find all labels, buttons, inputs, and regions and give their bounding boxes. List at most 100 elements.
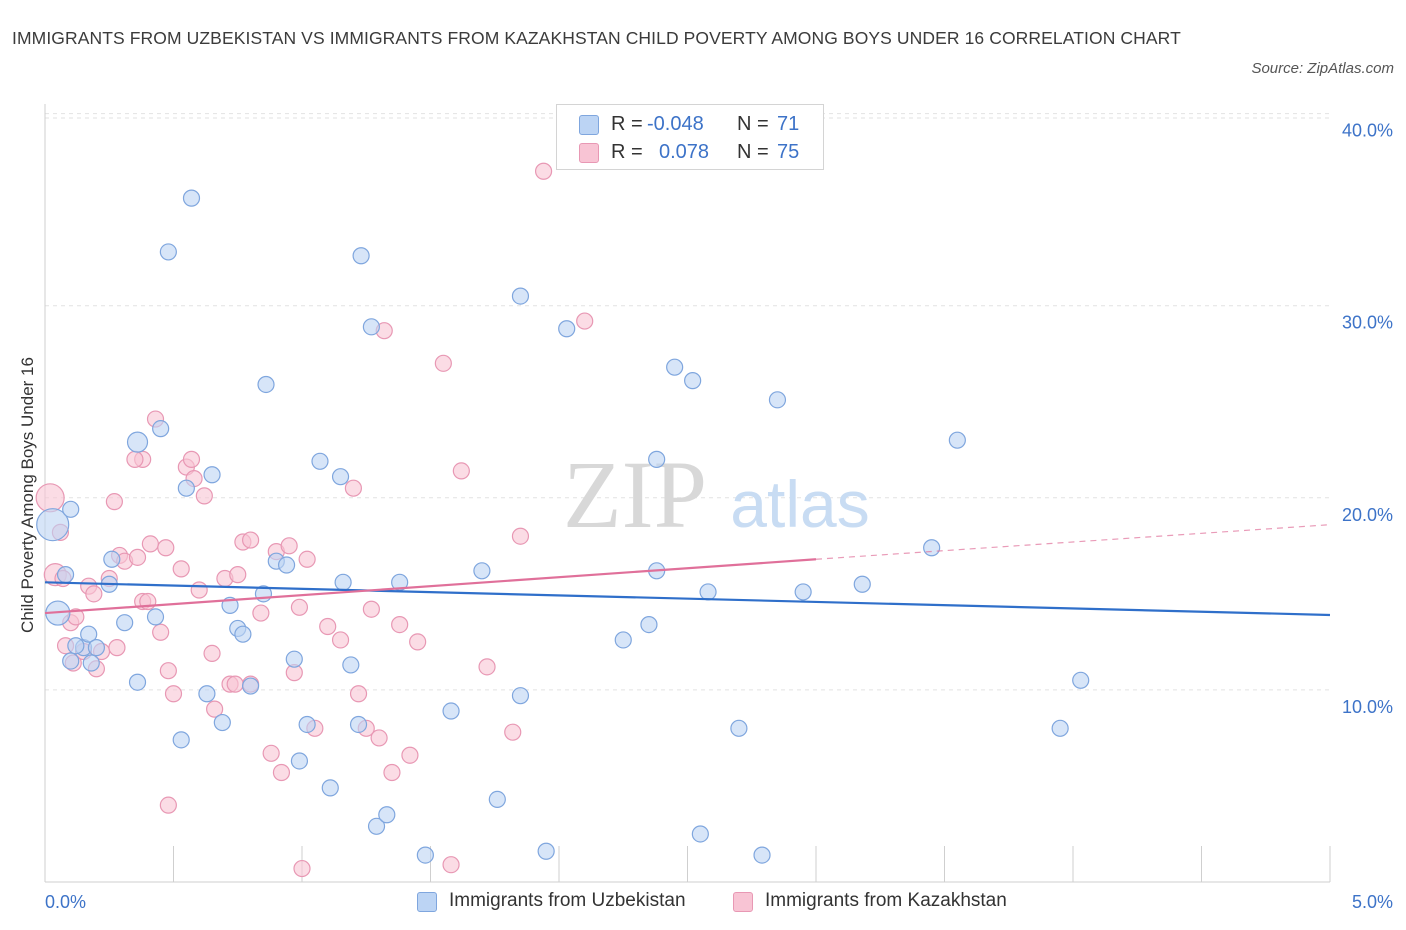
legend-n-label: N = <box>737 113 769 135</box>
kazakhstan-point <box>409 633 427 651</box>
kazakhstan-point <box>226 675 244 693</box>
uzbekistan-point <box>159 243 177 261</box>
legend-r-label: R = <box>611 141 643 163</box>
legend-n-value-uzbekistan: 71 <box>777 113 800 135</box>
legend-n-label: N = <box>737 141 769 163</box>
uzbekistan-point <box>62 500 80 518</box>
uzbekistan-point <box>285 650 303 668</box>
kazakhstan-trend-line <box>44 558 817 615</box>
y-tick-label: 30.0% <box>1342 313 1393 333</box>
kazakhstan-point <box>534 162 553 180</box>
uzbekistan-point <box>730 719 748 737</box>
kazakhstan-trend-extension <box>815 524 1331 560</box>
kazakhstan-point <box>172 560 190 578</box>
kazakhstan-point <box>362 600 380 618</box>
uzbekistan-point <box>198 685 216 703</box>
uzbekistan-point <box>331 468 350 486</box>
kazakhstan-point <box>331 631 350 649</box>
uzbekistan-point <box>126 431 149 453</box>
kazakhstan-point <box>293 859 311 878</box>
watermark: ZIP atlas <box>563 441 870 548</box>
x-tick-label-max: 5.0% <box>1352 892 1393 912</box>
uzbekistan-point <box>684 372 702 390</box>
chart-title: IMMIGRANTS FROM UZBEKISTAN VS IMMIGRANTS… <box>12 28 1181 48</box>
kazakhstan-point <box>370 729 388 747</box>
kazakhstan-point <box>159 796 177 814</box>
uzbekistan-point <box>257 375 275 394</box>
kazakhstan-point <box>576 312 594 330</box>
kazakhstan-point <box>319 617 337 636</box>
kazakhstan-point <box>290 598 309 616</box>
uzbekistan-point <box>311 452 329 470</box>
uzbekistan-point <box>648 450 666 468</box>
x-tick-label-min: 0.0% <box>45 892 86 912</box>
kazakhstan-point <box>203 644 221 663</box>
uzbekistan-point <box>87 639 106 657</box>
uzbekistan-point <box>442 702 460 720</box>
uzbekistan-point <box>699 583 717 601</box>
watermark-atlas: atlas <box>730 467 869 541</box>
uzbekistan-point <box>103 550 121 568</box>
uzbekistan-point <box>691 825 709 843</box>
uzbekistan-point <box>213 713 231 732</box>
kazakhstan-point <box>442 856 460 874</box>
kazakhstan-point <box>182 450 201 468</box>
uzbekistan-point <box>277 556 296 574</box>
kazakhstan-point <box>252 604 270 622</box>
kazakhstan-point <box>298 550 316 568</box>
kazakhstan-point <box>190 581 208 599</box>
kazakhstan-point <box>126 450 144 468</box>
uzbekistan-point <box>923 539 941 557</box>
kazakhstan-point <box>478 658 496 676</box>
kazakhstan-point <box>108 639 126 657</box>
kazakhstan-point <box>35 483 65 513</box>
uzbekistan-point <box>62 652 80 670</box>
kazakhstan-point <box>280 537 298 555</box>
y-axis-label: Child Poverty Among Boys Under 16 <box>18 357 37 633</box>
legend-r-label: R = <box>611 113 643 135</box>
y-tick-label: 10.0% <box>1342 697 1393 717</box>
uzbekistan-point <box>342 656 360 674</box>
kazakhstan-point <box>229 566 247 584</box>
uzbekistan-point <box>367 817 386 835</box>
uzbekistan-point <box>537 842 555 860</box>
uzbekistan-point <box>298 715 316 734</box>
uzbekistan-point <box>614 631 632 649</box>
uzbekistan-point <box>234 625 252 643</box>
uzbekistan-point <box>128 673 147 691</box>
kazakhstan-point <box>195 487 213 505</box>
uzbekistan-point <box>362 318 380 336</box>
kazakhstan-point <box>344 479 362 497</box>
kazakhstan-point <box>157 539 175 557</box>
uzbekistan-trend-line <box>44 581 1331 617</box>
source-label: Source: ZipAtlas.com <box>1251 60 1394 77</box>
legend-n-value-kazakhstan: 75 <box>777 141 800 163</box>
kazakhstan-point <box>152 623 170 641</box>
uzbekistan-point <box>67 637 85 655</box>
kazakhstan-point <box>262 744 280 762</box>
uzbekistan-point <box>511 687 530 705</box>
uzbekistan-point <box>56 566 75 584</box>
uzbekistan-point <box>558 320 576 338</box>
uzbekistan-point <box>1072 671 1090 689</box>
legend-swatch-kazakhstan <box>579 143 599 163</box>
legend-r-value-uzbekistan: -0.048 <box>647 113 704 135</box>
bottom-legend-label-kazakhstan: Immigrants from Kazakhstan <box>765 890 1007 911</box>
kazakhstan-point <box>504 723 522 741</box>
kazakhstan-point <box>383 763 401 782</box>
bottom-legend-swatch-uzbekistan <box>417 892 437 912</box>
kazakhstan-point <box>206 700 224 718</box>
uzbekistan-point <box>80 625 98 643</box>
uzbekistan-point <box>768 391 787 409</box>
uzbekistan-point <box>349 715 368 734</box>
correlation-legend: R = -0.048 N = 71 R = 0.078 N = 75 <box>556 104 824 170</box>
uzbekistan-point <box>321 779 339 797</box>
uzbekistan-point <box>473 562 491 580</box>
bottom-legend-label-uzbekistan: Immigrants from Uzbekistan <box>449 890 686 911</box>
kazakhstan-point <box>242 531 260 549</box>
uzbekistan-point <box>511 287 530 305</box>
kazakhstan-point <box>434 354 452 372</box>
kazakhstan-point <box>141 535 159 553</box>
kazakhstan-point <box>272 763 291 782</box>
uzbekistan-point <box>416 846 434 864</box>
